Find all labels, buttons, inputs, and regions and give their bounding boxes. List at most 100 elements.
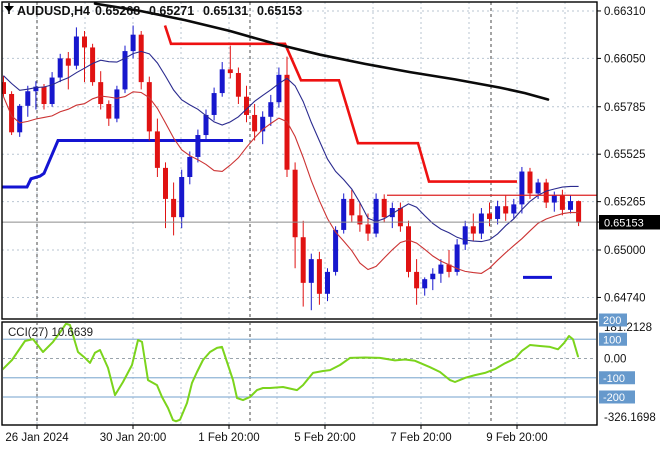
candle-body [268, 102, 274, 117]
candle-body [25, 91, 31, 106]
candle-body [203, 114, 209, 136]
symbol-timeframe-label: AUDUSD,H4 [17, 4, 90, 18]
price-tick-label: 0.66050 [604, 53, 646, 65]
candle-body [543, 182, 549, 203]
candle-body [49, 77, 55, 105]
price-scale[interactable]: 0.66310 0.66050 0.65785 0.65525 0.65265 0.650… [597, 6, 656, 424]
price-tick-label: 0.65785 [604, 102, 646, 114]
close-value: 0.65153 [257, 4, 302, 18]
cci-scale-label: 0.00 [604, 354, 626, 366]
candle-body [195, 135, 201, 157]
time-tick-label: 30 Jan 20:00 [100, 432, 167, 444]
candle-body [179, 177, 185, 218]
cci-level-badge-text: -100 [603, 373, 625, 385]
candle-body [341, 198, 347, 230]
symbol-marker-icon [4, 3, 14, 14]
candle-body [325, 271, 330, 294]
low-value: 0.65131 [203, 4, 248, 18]
candle-body [163, 167, 168, 199]
price-tick-label: 0.65265 [604, 197, 646, 209]
candle-body [244, 96, 249, 115]
candle-body [519, 171, 525, 205]
candle-body [98, 82, 104, 105]
ma-low-line [2, 91, 579, 274]
candle-body [17, 105, 23, 133]
candle-body [527, 171, 533, 194]
cci-panel[interactable] [0, 320, 597, 425]
candle-body [357, 215, 363, 225]
candle-body [568, 201, 573, 210]
candle-body [9, 93, 15, 133]
candle-body [430, 273, 436, 280]
candle-body [316, 259, 322, 294]
candle-body [333, 229, 339, 272]
candle-body [130, 34, 136, 52]
high-value: 0.65271 [149, 4, 194, 18]
current-price-marker: 0.65153 [599, 215, 660, 230]
time-tick-label: 7 Feb 20:00 [390, 432, 451, 444]
candle-body [82, 36, 87, 48]
cci-scale-label: -326.1698 [604, 412, 656, 424]
candle-body [438, 264, 444, 274]
candle-body [227, 69, 233, 73]
main-chart-area[interactable] [0, 2, 597, 319]
candle-body [308, 259, 314, 283]
cci-level-badge-text: 100 [603, 334, 621, 346]
candle-body [2, 82, 6, 94]
candle-body [33, 86, 39, 92]
time-tick-label: 5 Feb 20:00 [294, 432, 355, 444]
candle-body [57, 58, 63, 78]
price-tick-label: 0.65525 [604, 149, 646, 161]
current-price-text: 0.65153 [604, 218, 644, 230]
ma-high-line [3, 50, 579, 243]
candle-body [406, 226, 411, 272]
open-value: 0.65268 [95, 4, 140, 18]
candle-body [235, 72, 241, 97]
candle-body [122, 51, 128, 90]
candle-body [495, 206, 501, 219]
candle-body [114, 89, 120, 119]
candle-body [138, 34, 144, 83]
candle-body [397, 208, 403, 227]
candle-body [65, 58, 71, 66]
slow-ma-line [93, 2, 550, 101]
cci-level-badge-text: 200 [603, 315, 621, 327]
candle-body [381, 198, 387, 218]
candle-body [292, 169, 298, 238]
cci-indicator-label: CCI(27) 10.6639 [8, 327, 93, 339]
candle-body [219, 69, 225, 94]
candle-body [414, 271, 420, 289]
candle-body [503, 206, 509, 214]
candle-body [551, 195, 557, 203]
candle-body [454, 244, 460, 272]
main-chart-border [1, 1, 598, 320]
candle-body [511, 204, 517, 214]
candle-body [487, 213, 492, 219]
candle-body [252, 114, 258, 132]
candle-body [373, 198, 379, 234]
candle-body [260, 116, 266, 132]
candle-body [559, 195, 565, 210]
time-tick-label: 1 Feb 20:00 [198, 432, 259, 444]
candle-body [41, 86, 47, 105]
candle-body [470, 226, 476, 234]
candle-body [90, 47, 96, 83]
support-step-line [2, 139, 243, 189]
cci-level-badge [599, 313, 627, 327]
price-tick-label: 0.64740 [604, 292, 646, 304]
cci-level-badge-text: -200 [603, 392, 625, 404]
candle-body [462, 226, 468, 245]
candle-body [73, 36, 79, 66]
cci-level-badge [599, 371, 635, 385]
time-scale[interactable]: 26 Jan 2024 30 Jan 20:00 1 Feb 20:00 5 Feb … [5, 425, 548, 444]
chart-header: AUDUSD,H4 0.65268 0.65271 0.65131 0.6515… [17, 4, 302, 18]
candle-body [106, 104, 112, 119]
time-tick-label: 9 Feb 20:00 [486, 432, 547, 444]
candle-body [276, 74, 282, 103]
candle-body [422, 279, 428, 289]
cci-panel-border [1, 321, 598, 426]
candle-body [478, 213, 484, 234]
candle-body [446, 264, 452, 272]
